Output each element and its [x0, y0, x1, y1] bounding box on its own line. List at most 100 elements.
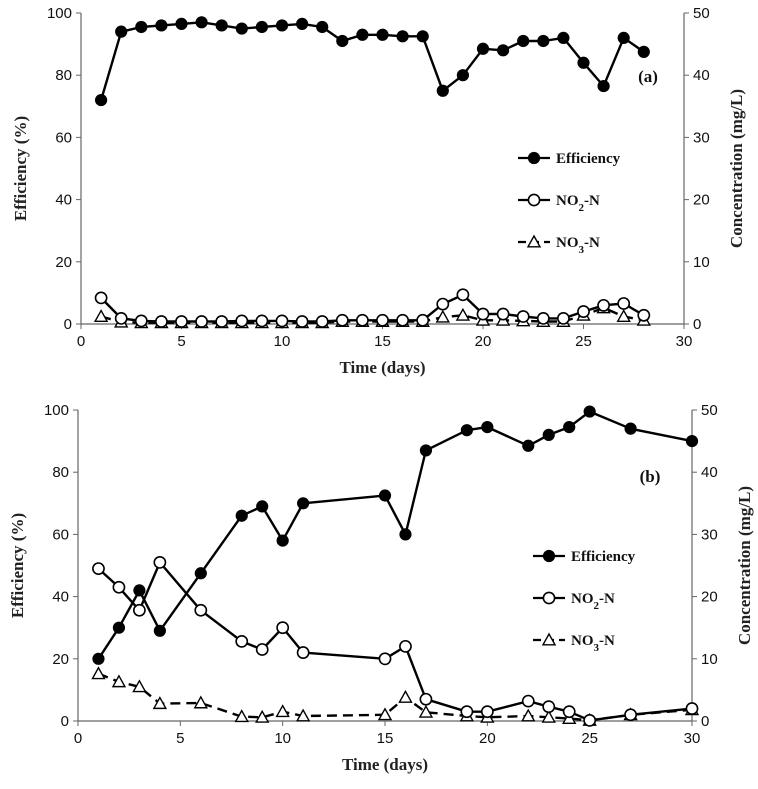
data-point [583, 405, 596, 418]
panel-label: (a) [638, 67, 658, 86]
data-point [557, 31, 570, 44]
x-tick-label: 25 [575, 333, 592, 350]
legend-marker [527, 193, 541, 207]
data-point [378, 489, 392, 502]
x-tick-label: 0 [74, 730, 82, 747]
x-axis-title: Time (days) [342, 755, 428, 774]
data-point [455, 307, 471, 321]
data-point [419, 444, 433, 457]
data-point [497, 44, 510, 57]
data-point [275, 314, 289, 328]
y-tick-label: 40 [55, 192, 72, 209]
x-tick-label: 10 [274, 333, 291, 350]
legend: Efficiency NO2-N NO3-N [518, 151, 621, 256]
y2-tick-label: 20 [701, 589, 718, 606]
data-point [134, 314, 148, 328]
legend-label: NO2-N [556, 193, 600, 214]
legend-label: NO3-N [571, 633, 615, 654]
data-point [476, 42, 490, 55]
data-point [399, 528, 412, 541]
y2-tick-label: 30 [693, 129, 710, 146]
data-point [376, 28, 389, 41]
data-point [456, 288, 470, 302]
data-point [456, 69, 469, 82]
data-point [537, 34, 550, 48]
data-point [135, 20, 148, 34]
y-tick-label: 100 [47, 5, 72, 22]
data-point [541, 709, 556, 723]
x-tick-label: 10 [274, 730, 291, 747]
data-point [256, 500, 269, 513]
panel-a: 0 5 10 15 20 25 3002040608010001020304050Time … [11, 5, 746, 377]
y-tick-label: 80 [55, 67, 72, 84]
data-point [91, 666, 106, 680]
data-point [153, 555, 167, 569]
data-point [356, 28, 369, 41]
data-point [93, 309, 109, 323]
y2-tick-label: 50 [693, 5, 710, 22]
data-point [685, 702, 699, 715]
y-tick-label: 20 [52, 651, 69, 668]
y2-axis-title: Concentration (mg/L) [727, 89, 746, 248]
data-point [255, 643, 269, 656]
data-point [235, 22, 248, 35]
legend-marker [526, 234, 542, 248]
data-point [315, 315, 329, 328]
panel-b: 0 5 10 15 20 25 3002040608010001020304050Time … [8, 402, 754, 774]
data-point [295, 315, 309, 328]
data-point [521, 694, 535, 708]
data-point [637, 308, 651, 322]
data-point [112, 580, 126, 594]
x-tick-label: 15 [374, 333, 391, 350]
data-point [577, 56, 590, 69]
y-tick-label: 0 [61, 713, 69, 730]
x-tick-label: 15 [377, 730, 394, 747]
y2-tick-label: 40 [693, 67, 710, 84]
data-point [132, 679, 147, 693]
data-point [234, 709, 249, 723]
data-point [398, 689, 413, 703]
y-tick-label: 0 [64, 316, 72, 333]
y2-tick-label: 50 [701, 402, 718, 419]
series-efficiency [92, 405, 699, 665]
series-line [98, 672, 693, 722]
y-tick-label: 60 [52, 526, 69, 543]
data-point [536, 312, 550, 325]
data-point [597, 79, 610, 93]
y2-tick-label: 10 [693, 254, 710, 271]
data-point [396, 30, 409, 43]
data-point [436, 297, 450, 311]
y2-tick-label: 0 [701, 713, 709, 730]
data-point [460, 705, 474, 719]
x-tick-label: 20 [475, 333, 492, 350]
data-point [92, 562, 105, 576]
data-point [193, 695, 208, 709]
data-point [152, 696, 168, 710]
series-line [99, 21, 645, 101]
data-point [480, 705, 494, 719]
legend-marker [542, 591, 556, 605]
data-point [276, 621, 290, 635]
data-point [517, 34, 530, 48]
data-point [296, 646, 310, 659]
y-axis-title: Efficiency (%) [8, 513, 27, 618]
legend-marker [542, 549, 556, 563]
data-point [481, 421, 494, 434]
data-point [316, 20, 329, 34]
data-point [418, 704, 434, 718]
data-point [275, 19, 289, 32]
series-no3-n [91, 666, 700, 726]
legend-label: Efficiency [556, 151, 621, 167]
data-point [115, 25, 128, 38]
y-tick-label: 20 [55, 254, 72, 271]
series-line [97, 410, 693, 660]
x-axis-title: Time (days) [339, 358, 425, 377]
legend-marker [541, 632, 557, 646]
y2-tick-label: 0 [693, 316, 701, 333]
data-point [153, 624, 166, 637]
data-point [215, 315, 229, 328]
data-point [617, 31, 630, 44]
y-tick-label: 100 [44, 402, 69, 419]
y-tick-label: 60 [55, 129, 72, 146]
